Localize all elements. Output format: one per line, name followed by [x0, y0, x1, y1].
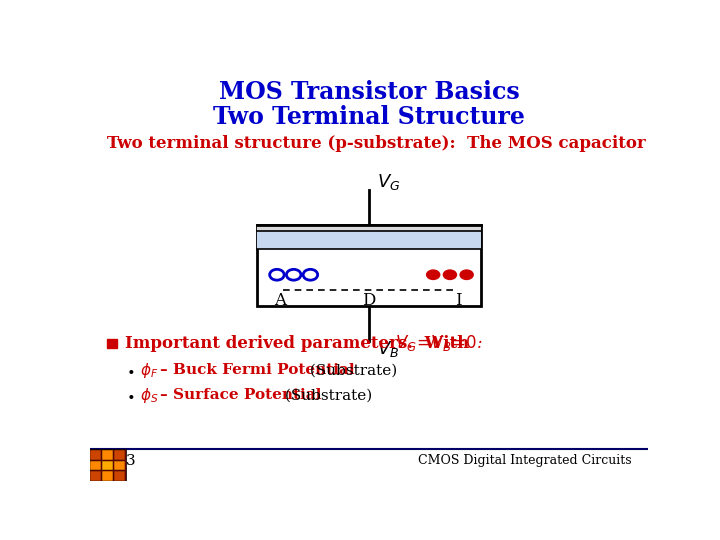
Text: – Surface Potential: – Surface Potential	[160, 388, 321, 402]
Bar	[90, 471, 101, 481]
Bar	[258, 225, 481, 306]
Bar	[258, 225, 481, 249]
Bar	[102, 450, 113, 460]
Bar	[102, 471, 113, 481]
Bar	[114, 450, 125, 460]
Text: $\phi_S$: $\phi_S$	[140, 386, 158, 405]
Text: $\phi_F$: $\phi_F$	[140, 361, 158, 380]
Text: $\bullet$: $\bullet$	[126, 388, 135, 402]
Text: (Substrate): (Substrate)	[280, 388, 372, 402]
Bar	[114, 461, 125, 470]
Bar	[90, 450, 101, 460]
Text: $V_G$: $V_G$	[377, 172, 401, 192]
Bar	[258, 225, 481, 231]
Text: $V_B$: $V_B$	[377, 339, 400, 359]
Bar	[114, 471, 125, 481]
Text: (Substrate): (Substrate)	[305, 363, 397, 377]
Circle shape	[443, 269, 457, 280]
Circle shape	[426, 269, 441, 280]
Circle shape	[459, 269, 474, 280]
Text: MOS Transistor Basics: MOS Transistor Basics	[219, 80, 519, 104]
Bar	[107, 339, 117, 348]
Text: D: D	[362, 292, 376, 309]
Text: – Buck Fermi Potential: – Buck Fermi Potential	[160, 363, 354, 377]
Text: CMOS Digital Integrated Circuits: CMOS Digital Integrated Circuits	[418, 454, 631, 467]
Text: Important derived parameters.  With: Important derived parameters. With	[125, 335, 474, 352]
Text: $V_G\!=\!V_B\!=\!0$:: $V_G\!=\!V_B\!=\!0$:	[395, 333, 483, 353]
Text: 3: 3	[126, 454, 136, 468]
Bar	[102, 461, 113, 470]
Text: $\bullet$: $\bullet$	[126, 363, 135, 377]
Text: A: A	[274, 292, 286, 309]
Text: I: I	[455, 292, 462, 309]
Text: Two terminal structure (p-substrate):  The MOS capacitor: Two terminal structure (p-substrate): Th…	[107, 136, 646, 152]
Text: Two Terminal Structure: Two Terminal Structure	[213, 105, 525, 129]
Bar	[90, 449, 126, 481]
Bar	[90, 461, 101, 470]
